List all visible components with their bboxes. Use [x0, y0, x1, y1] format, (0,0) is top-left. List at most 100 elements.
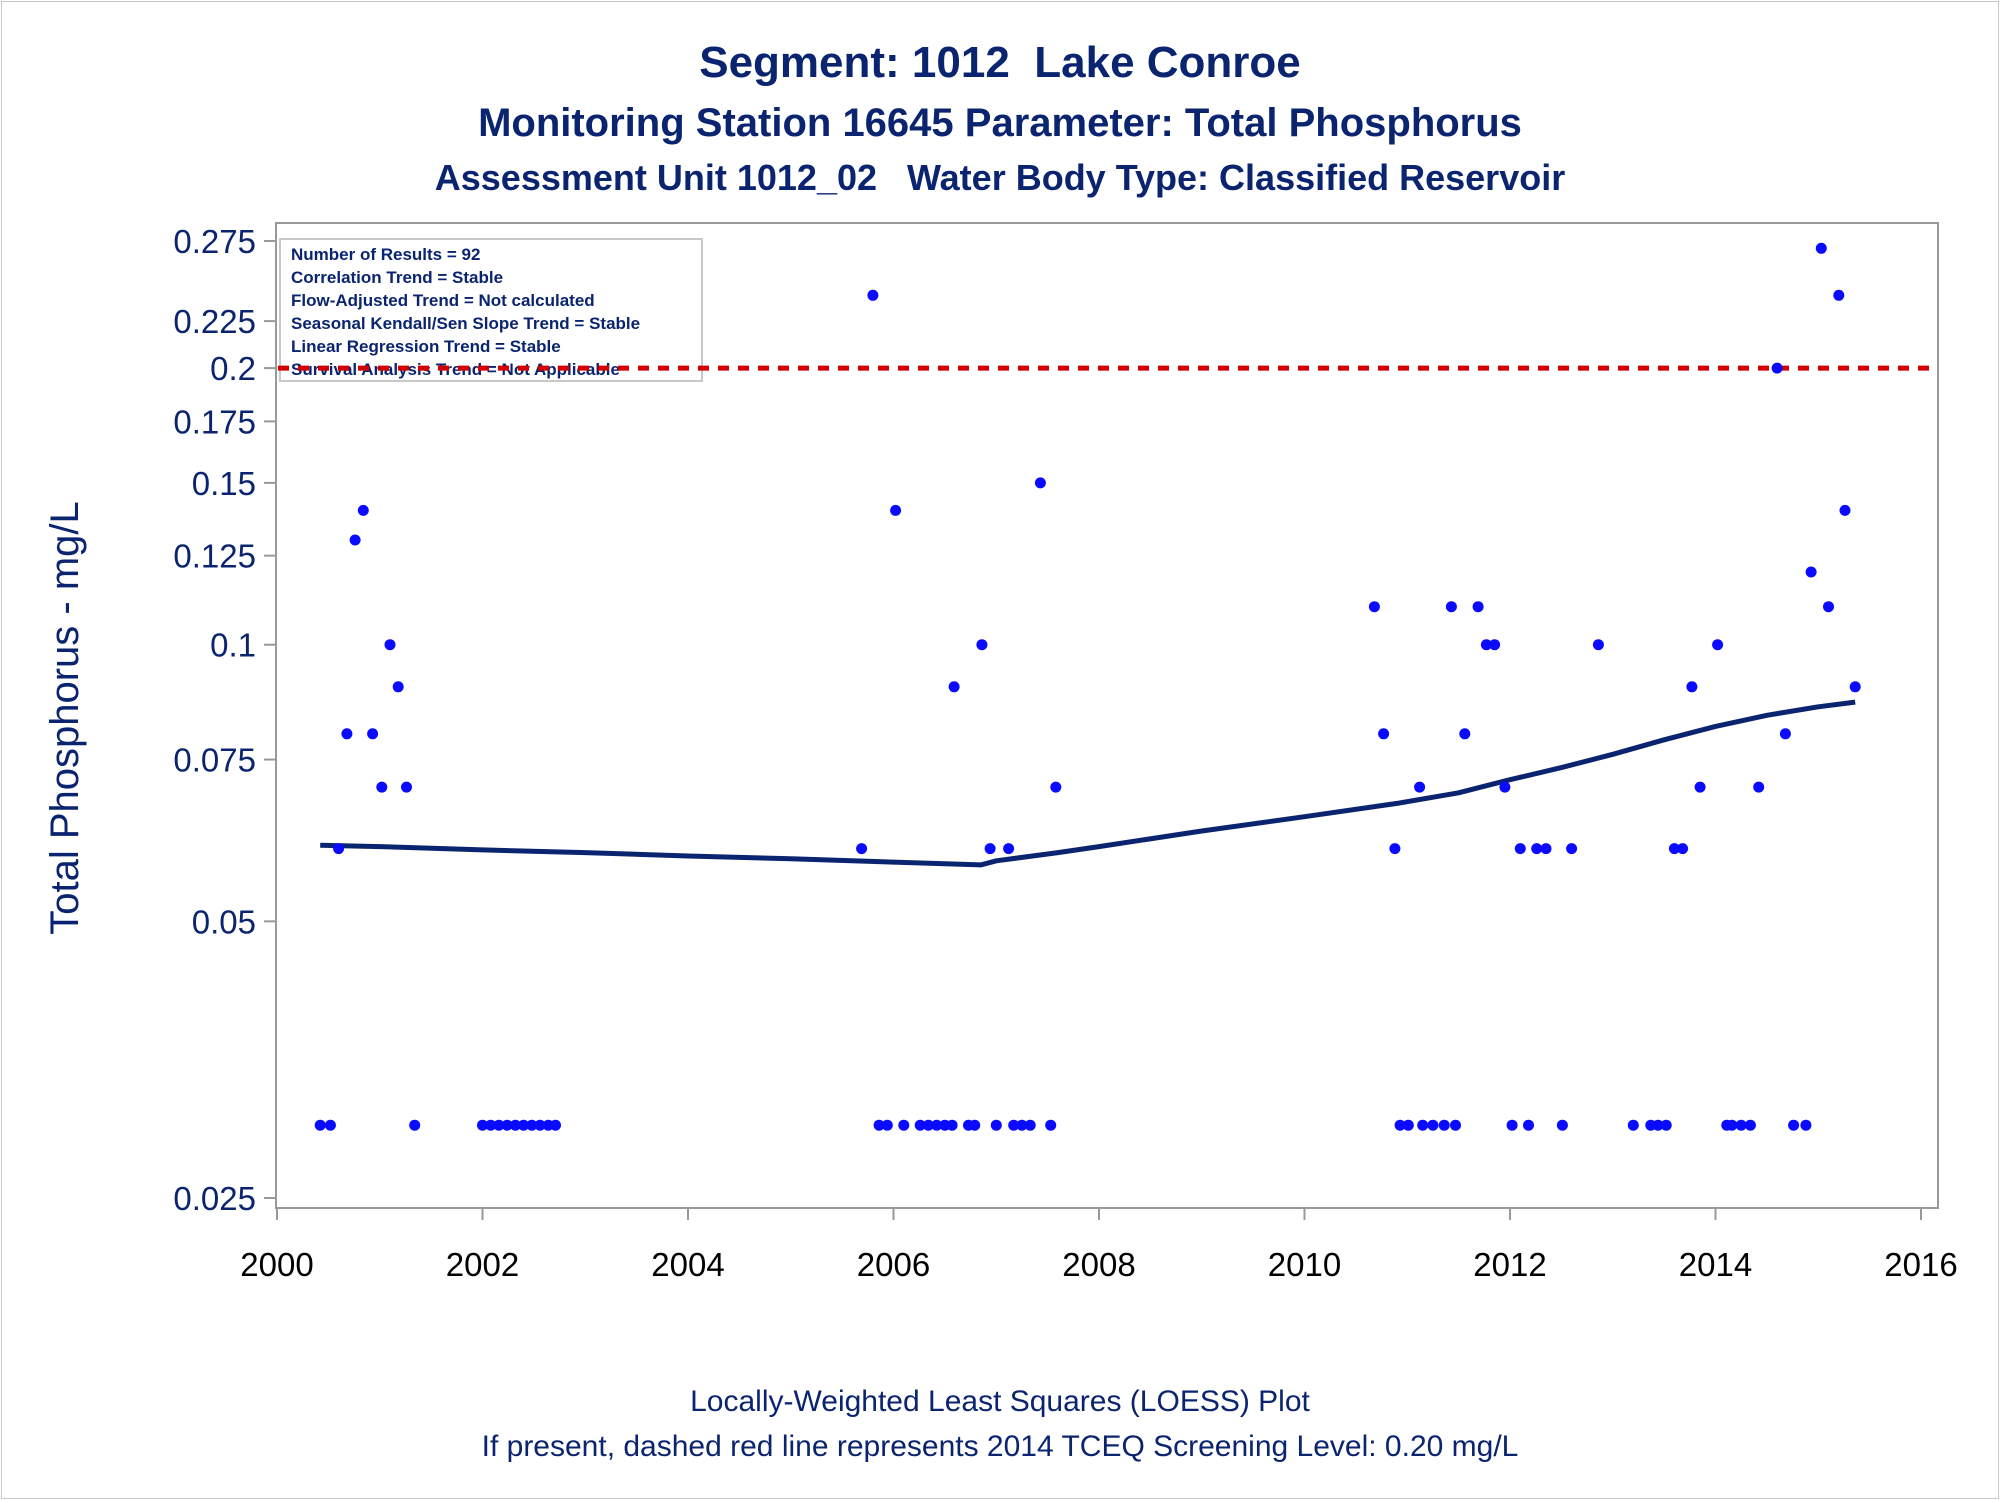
data-point: [856, 843, 868, 855]
data-point: [1523, 1119, 1534, 1131]
x-tick-label: 2006: [857, 1246, 930, 1283]
data-point: [1531, 843, 1543, 855]
data-point: [976, 639, 988, 651]
data-point: [485, 1119, 497, 1131]
chart-title: Segment: 1012 Lake Conroe: [699, 38, 1301, 87]
data-point: [1514, 843, 1526, 855]
data-point: [526, 1119, 538, 1131]
data-point: [1592, 639, 1604, 651]
data-point: [1753, 781, 1765, 793]
x-tick-label: 2010: [1268, 1246, 1341, 1283]
data-point: [1744, 1119, 1756, 1131]
x-tick-label: 2014: [1679, 1246, 1752, 1283]
stats-box: Number of Results = 92 Correlation Trend…: [279, 238, 703, 382]
data-point: [1771, 362, 1783, 374]
data-point: [867, 289, 879, 301]
data-point: [881, 1119, 893, 1131]
data-point: [948, 681, 960, 693]
data-point: [1668, 843, 1680, 855]
x-tick-label: 2002: [446, 1246, 519, 1283]
data-point: [1024, 1119, 1036, 1131]
data-point: [324, 1119, 336, 1131]
footnote-screening: If present, dashed red line represents 2…: [481, 1430, 1519, 1463]
data-point: [1823, 601, 1834, 613]
data-point: [349, 534, 361, 546]
data-point: [1050, 781, 1062, 793]
data-points: [314, 242, 1861, 1131]
data-point: [1788, 1119, 1800, 1131]
x-tick-label: 2016: [1884, 1246, 1957, 1283]
y-tick-label: 0.125: [173, 538, 256, 575]
x-tick-label: 2008: [1062, 1246, 1135, 1283]
data-point: [1417, 1119, 1429, 1131]
data-point: [550, 1119, 561, 1131]
data-point: [1499, 781, 1511, 793]
data-point: [1480, 639, 1492, 651]
y-tick-label: 0.2: [210, 350, 256, 387]
data-point: [1489, 639, 1501, 651]
stats-box-border: [279, 238, 703, 382]
y-tick-label: 0.225: [173, 303, 256, 340]
data-point: [401, 781, 412, 793]
data-point: [1839, 504, 1851, 516]
data-point: [1045, 1119, 1057, 1131]
data-point: [1016, 1119, 1028, 1131]
data-point: [873, 1119, 885, 1131]
y-tick-label: 0.075: [173, 742, 256, 779]
data-point: [1034, 477, 1046, 489]
data-point: [1566, 843, 1578, 855]
chart-subtitle: Monitoring Station 16645 Parameter: Tota…: [478, 101, 1522, 145]
y-tick-label: 0.275: [173, 223, 256, 260]
data-point: [1427, 1119, 1439, 1131]
data-point: [1506, 1119, 1518, 1131]
data-point: [890, 504, 902, 516]
data-point: [1540, 843, 1552, 855]
data-point: [1735, 1119, 1747, 1131]
data-point: [1627, 1119, 1639, 1131]
stats-line: Seasonal Kendall/Sen Slope Trend = Stabl…: [291, 314, 640, 333]
data-point: [931, 1119, 943, 1131]
data-point: [357, 504, 369, 516]
stats-line: Number of Results = 92: [291, 245, 480, 264]
data-point: [1800, 1119, 1812, 1131]
y-tick-label: 0.025: [173, 1180, 256, 1217]
data-point: [501, 1119, 513, 1131]
data-point: [1389, 843, 1401, 855]
data-point: [518, 1119, 530, 1131]
data-point: [1438, 1119, 1450, 1131]
data-point: [1660, 1119, 1672, 1131]
data-point: [1368, 601, 1380, 613]
data-point: [392, 681, 404, 693]
x-axis: 2000 2002 2004 2006 2008 2010 2012 2014 2016: [240, 1208, 1958, 1283]
data-point: [367, 728, 379, 740]
x-tick-label: 2004: [651, 1246, 724, 1283]
stats-line: Correlation Trend = Stable: [291, 268, 503, 287]
data-point: [1414, 781, 1426, 793]
data-point: [984, 843, 996, 855]
data-point: [1712, 639, 1724, 651]
data-point: [946, 1119, 958, 1131]
data-point: [1726, 1119, 1738, 1131]
data-point: [1459, 728, 1471, 740]
data-point: [1008, 1119, 1020, 1131]
data-point: [1445, 601, 1457, 613]
data-point: [990, 1119, 1002, 1131]
data-point: [1779, 728, 1791, 740]
data-point: [922, 1119, 934, 1131]
chart-subtitle-2: Assessment Unit 1012_02 Water Body Type:…: [434, 157, 1566, 198]
data-point: [477, 1119, 488, 1131]
data-point: [1833, 289, 1845, 301]
data-point: [333, 843, 345, 855]
data-point: [314, 1119, 326, 1131]
data-point: [376, 781, 388, 793]
data-point: [1849, 681, 1861, 693]
x-tick-label: 2012: [1473, 1246, 1546, 1283]
data-point: [341, 728, 353, 740]
data-point: [1815, 242, 1827, 254]
data-point: [1652, 1119, 1664, 1131]
y-axis: 0.025 0.05 0.075 0.1 0.125 0.15 0.175 0.2 0.225 0…: [173, 223, 276, 1217]
data-point: [1394, 1119, 1406, 1131]
y-tick-label: 0.05: [192, 903, 256, 940]
stats-line: Flow-Adjusted Trend = Not calculated: [291, 291, 595, 310]
